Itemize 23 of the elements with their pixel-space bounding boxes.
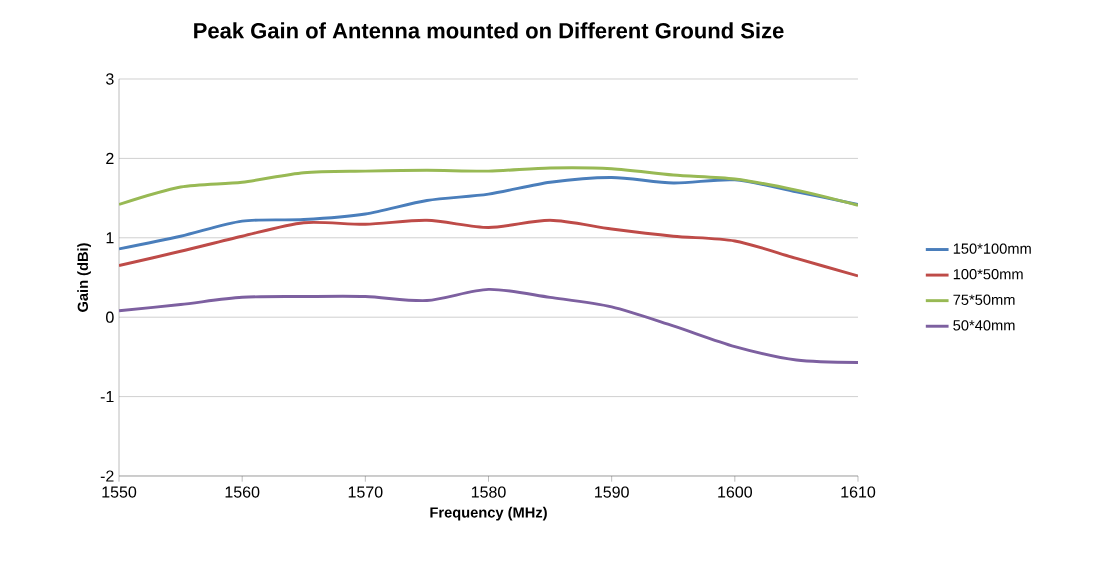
x-tick-label: 1570 (348, 486, 383, 498)
x-tick-label: 1610 (841, 486, 876, 498)
y-tick-label: 2 (106, 152, 114, 164)
x-tick-label: 1590 (595, 486, 629, 498)
y-tick-label: -1 (100, 391, 114, 403)
legend-label: 50*40mm (953, 320, 1015, 331)
legend-label: 150*100mm (953, 243, 1031, 254)
x-tick-label: 1550 (102, 486, 137, 498)
x-tick-label: 1580 (471, 486, 506, 498)
x-tick-label: 1600 (718, 486, 752, 498)
y-tick-label: 0 (106, 311, 114, 323)
y-tick-label: 1 (106, 232, 114, 244)
line-series (119, 166, 858, 207)
line-series (119, 218, 858, 278)
y-tick-label: 3 (106, 73, 114, 85)
y-axis-title: Gain (dBi) (77, 243, 91, 312)
legend-label: 100*50mm (953, 268, 1023, 280)
x-axis-title: Frequency (MHz) (430, 506, 547, 521)
legend-label: 75*50mm (953, 294, 1015, 305)
x-tick-label: 1560 (225, 486, 260, 498)
chart-title: Peak Gain of Antenna mounted on Different Ground Size (194, 22, 784, 39)
line-series (119, 287, 858, 364)
y-tick-label: -2 (100, 470, 114, 482)
